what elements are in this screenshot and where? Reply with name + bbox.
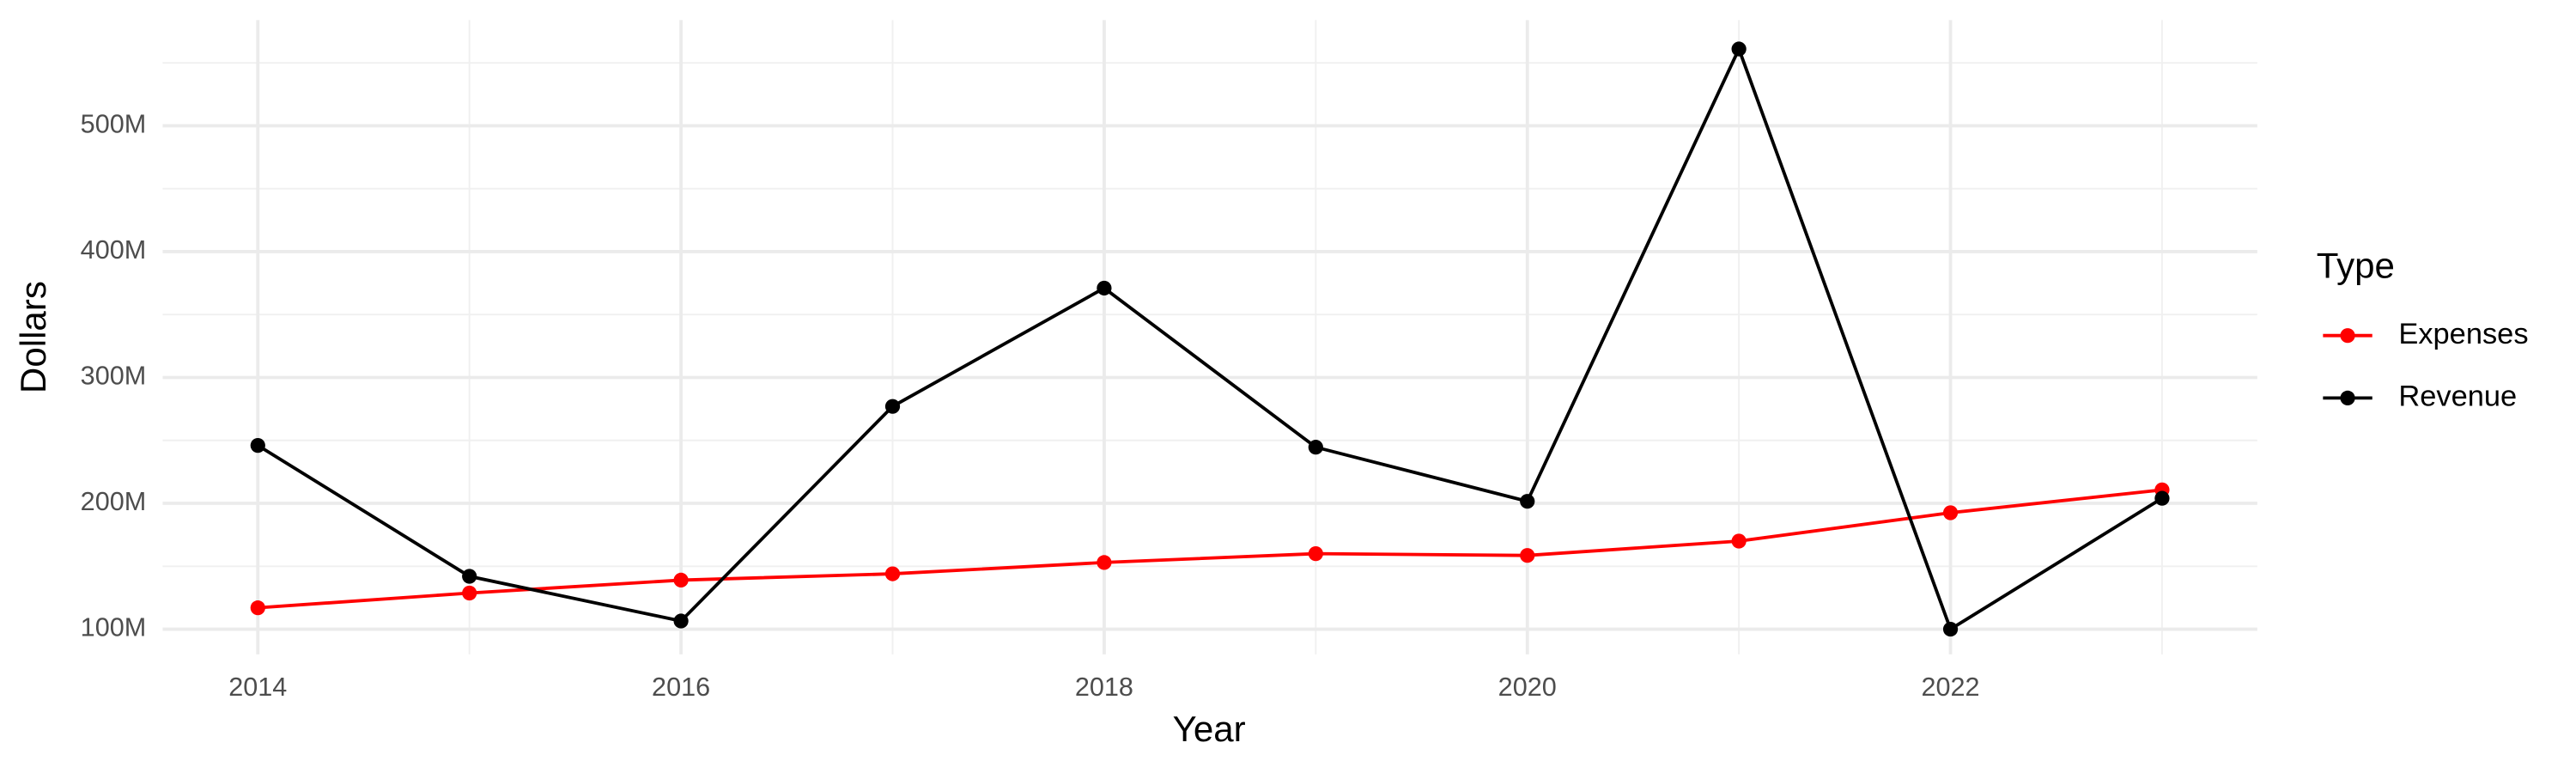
grid (162, 20, 2257, 654)
point (250, 438, 265, 453)
point (884, 566, 901, 581)
y-tick-label: 400M (81, 235, 147, 265)
point (1097, 280, 1112, 296)
legend-key-point (2340, 328, 2355, 344)
point (1520, 494, 1535, 509)
legend-title: Type (2317, 245, 2395, 285)
y-tick-label: 300M (81, 362, 147, 391)
point (462, 585, 477, 601)
point (250, 600, 265, 616)
point (1308, 546, 1323, 562)
point (1942, 505, 1959, 520)
point (1942, 621, 1959, 637)
legend-label: Expenses (2398, 318, 2528, 350)
y-axis-label: Dollars (13, 281, 53, 393)
point (462, 569, 477, 584)
x-axis-label: Year (1173, 709, 1246, 749)
point (673, 613, 689, 629)
y-tick-label: 100M (81, 613, 147, 642)
point (1097, 555, 1112, 570)
x-tick-label: 2018 (1075, 673, 1133, 702)
x-tick-label: 2020 (1498, 673, 1557, 702)
y-tick-label: 200M (81, 487, 147, 516)
point (1308, 440, 1323, 455)
point (1731, 41, 1747, 57)
series-line (257, 45, 2163, 632)
y-tick-label: 500M (81, 110, 147, 139)
point (2154, 490, 2170, 506)
x-tick-label: 2014 (228, 673, 287, 702)
point (1731, 533, 1747, 549)
x-tick-label: 2022 (1921, 673, 1979, 702)
series-line (258, 488, 2163, 610)
point (673, 572, 689, 588)
x-tick-label: 2016 (652, 673, 710, 702)
legend-label: Revenue (2398, 380, 2517, 412)
point (884, 399, 901, 414)
legend-key-point (2340, 390, 2355, 406)
point (1520, 548, 1535, 563)
